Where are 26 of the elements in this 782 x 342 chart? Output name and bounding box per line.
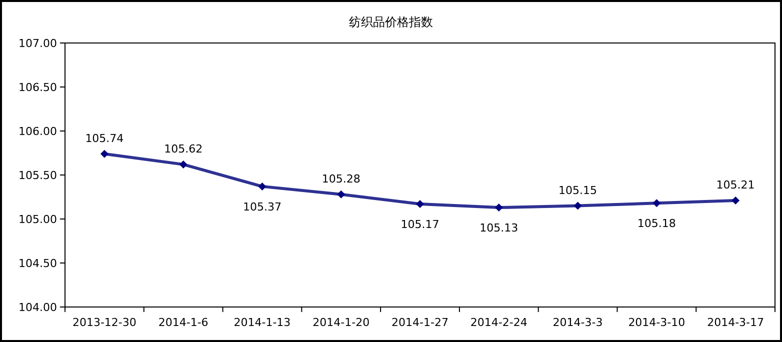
y-tick-label: 106.50 [18, 81, 57, 94]
x-tick-label: 2014-3-3 [552, 316, 603, 329]
x-tick-label: 2014-1-27 [392, 316, 448, 329]
data-label: 105.13 [480, 222, 518, 235]
x-tick-label: 2014-3-17 [707, 316, 764, 329]
data-label: 105.17 [400, 218, 440, 232]
x-tick-label: 2014-2-24 [470, 316, 528, 329]
y-tick-label: 105.00 [18, 213, 57, 226]
chart-title: 纺织品价格指数 [349, 15, 433, 29]
data-label: 105.15 [558, 184, 598, 197]
data-label: 105.37 [242, 200, 282, 214]
x-tick-label: 2014-1-6 [158, 316, 208, 329]
y-tick-label: 106.00 [18, 125, 57, 138]
data-label: 105.18 [637, 217, 676, 230]
x-tick-label: 2013-12-30 [72, 316, 136, 329]
y-tick-label: 104.00 [18, 301, 57, 314]
x-tick-label: 2014-3-10 [628, 316, 686, 329]
x-tick-label: 2014-1-20 [312, 316, 370, 329]
y-tick-label: 104.50 [18, 257, 57, 270]
data-label: 105.28 [322, 172, 360, 186]
data-label: 105.62 [164, 142, 203, 156]
data-label: 105.74 [85, 132, 124, 145]
y-tick-label: 105.50 [18, 169, 57, 182]
x-tick-label: 2014-1-13 [234, 316, 291, 329]
data-label: 105.21 [716, 178, 755, 192]
y-tick-label: 107.00 [18, 37, 57, 50]
